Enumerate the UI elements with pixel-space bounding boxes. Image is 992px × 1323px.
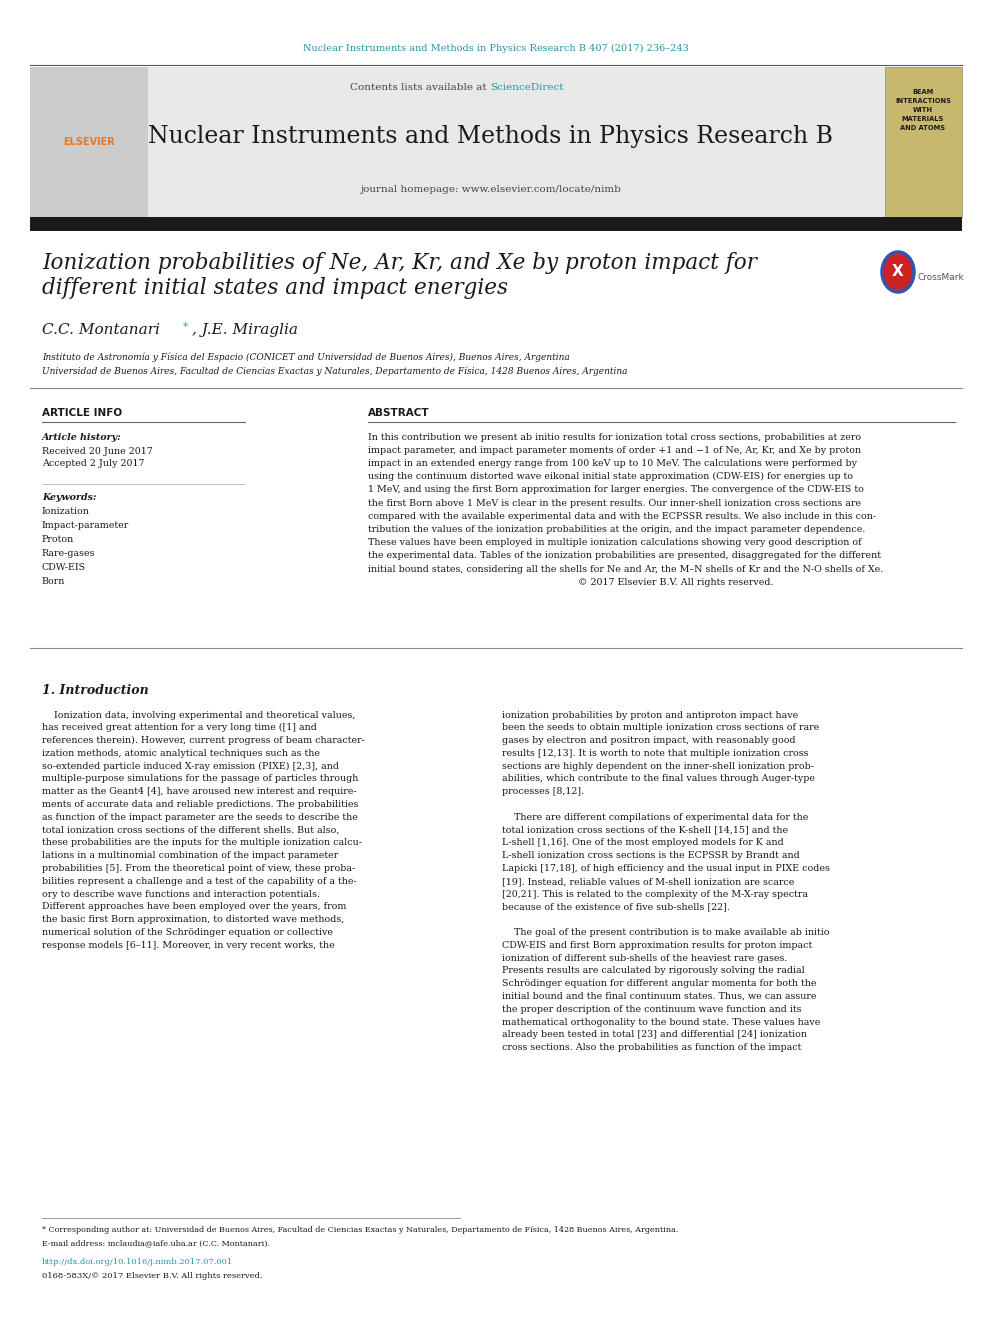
Text: Accepted 2 July 2017: Accepted 2 July 2017	[42, 459, 145, 468]
Text: 1. Introduction: 1. Introduction	[42, 684, 149, 696]
Text: Impact-parameter: Impact-parameter	[42, 521, 129, 531]
Text: http://dx.doi.org/10.1016/j.nimb.2017.07.001: http://dx.doi.org/10.1016/j.nimb.2017.07…	[42, 1258, 233, 1266]
Bar	[30, 67, 885, 217]
Text: ization methods, atomic analytical techniques such as the: ization methods, atomic analytical techn…	[42, 749, 320, 758]
Text: CrossMark: CrossMark	[918, 273, 965, 282]
Text: E-mail address: mclaudia@iafe.uba.ar (C.C. Montanari).: E-mail address: mclaudia@iafe.uba.ar (C.…	[42, 1240, 270, 1248]
Text: There are different compilations of experimental data for the: There are different compilations of expe…	[502, 812, 808, 822]
Text: 0168-583X/© 2017 Elsevier B.V. All rights reserved.: 0168-583X/© 2017 Elsevier B.V. All right…	[42, 1271, 263, 1279]
Text: as function of the impact parameter are the seeds to describe the: as function of the impact parameter are …	[42, 812, 358, 822]
Text: Universidad de Buenos Aires, Facultad de Ciencias Exactas y Naturales, Departame: Universidad de Buenos Aires, Facultad de…	[42, 366, 628, 376]
Text: [19]. Instead, reliable values of M-shell ionization are scarce: [19]. Instead, reliable values of M-shel…	[502, 877, 795, 886]
Text: results [12,13]. It is worth to note that multiple ionization cross: results [12,13]. It is worth to note tha…	[502, 749, 808, 758]
Text: has received great attention for a very long time ([1] and: has received great attention for a very …	[42, 724, 316, 733]
Text: different initial states and impact energies: different initial states and impact ener…	[42, 277, 508, 299]
Text: Nuclear Instruments and Methods in Physics Research B: Nuclear Instruments and Methods in Physi…	[148, 126, 832, 148]
Text: Proton: Proton	[42, 536, 74, 545]
Text: Presents results are calculated by rigorously solving the radial: Presents results are calculated by rigor…	[502, 967, 805, 975]
Text: ionization probabilities by proton and antiproton impact have: ionization probabilities by proton and a…	[502, 710, 799, 720]
Text: CDW-EIS: CDW-EIS	[42, 564, 86, 573]
Text: gases by electron and positron impact, with reasonably good: gases by electron and positron impact, w…	[502, 736, 796, 745]
Bar	[30, 67, 148, 217]
Text: ments of accurate data and reliable predictions. The probabilities: ments of accurate data and reliable pred…	[42, 800, 358, 810]
Text: Ionization probabilities of Ne, Ar, Kr, and Xe by proton impact for: Ionization probabilities of Ne, Ar, Kr, …	[42, 251, 757, 274]
Text: These values have been employed in multiple ionization calculations showing very: These values have been employed in multi…	[368, 538, 862, 548]
Text: numerical solution of the Schrödinger equation or collective: numerical solution of the Schrödinger eq…	[42, 929, 333, 937]
Text: BEAM
INTERACTIONS
WITH
MATERIALS
AND ATOMS: BEAM INTERACTIONS WITH MATERIALS AND ATO…	[895, 89, 951, 131]
Text: Born: Born	[42, 578, 65, 586]
Text: initial bound states, considering all the shells for Ne and Ar, the M–N shells o: initial bound states, considering all th…	[368, 565, 883, 573]
Text: journal homepage: www.elsevier.com/locate/nimb: journal homepage: www.elsevier.com/locat…	[359, 185, 620, 194]
Text: total ionization cross sections of the different shells. But also,: total ionization cross sections of the d…	[42, 826, 339, 835]
Text: compared with the available experimental data and with the ECPSSR results. We al: compared with the available experimental…	[368, 512, 876, 521]
Text: initial bound and the final continuum states. Thus, we can assure: initial bound and the final continuum st…	[502, 992, 816, 1002]
Text: Instituto de Astronomía y Física del Espacio (CONICET and Universidad de Buenos : Instituto de Astronomía y Física del Esp…	[42, 352, 569, 361]
Text: Contents lists available at: Contents lists available at	[350, 82, 490, 91]
Text: C.C. Montanari: C.C. Montanari	[42, 323, 160, 337]
Text: been the seeds to obtain multiple ionization cross sections of rare: been the seeds to obtain multiple ioniza…	[502, 724, 819, 733]
Text: Different approaches have been employed over the years, from: Different approaches have been employed …	[42, 902, 346, 912]
Text: Lapicki [17,18], of high efficiency and the usual input in PIXE codes: Lapicki [17,18], of high efficiency and …	[502, 864, 830, 873]
Text: processes [8,12].: processes [8,12].	[502, 787, 584, 796]
Text: ARTICLE INFO: ARTICLE INFO	[42, 407, 122, 418]
Text: sections are highly dependent on the inner-shell ionization prob-: sections are highly dependent on the inn…	[502, 762, 814, 771]
Text: using the continuum distorted wave eikonal initial state approximation (CDW-EIS): using the continuum distorted wave eikon…	[368, 472, 853, 482]
Bar	[30, 217, 962, 232]
Bar	[885, 67, 962, 217]
Text: Rare-gases: Rare-gases	[42, 549, 95, 558]
Text: * Corresponding author at: Universidad de Buenos Aires, Facultad de Ciencias Exa: * Corresponding author at: Universidad d…	[42, 1226, 679, 1234]
Text: Ionization: Ionization	[42, 508, 90, 516]
Text: [20,21]. This is related to the complexity of the M-X-ray spectra: [20,21]. This is related to the complexi…	[502, 889, 808, 898]
Text: 1 MeV, and using the first Born approximation for larger energies. The convergen: 1 MeV, and using the first Born approxim…	[368, 486, 864, 495]
Text: © 2017 Elsevier B.V. All rights reserved.: © 2017 Elsevier B.V. All rights reserved…	[368, 578, 774, 586]
Text: the experimental data. Tables of the ionization probabilities are presented, dis: the experimental data. Tables of the ion…	[368, 552, 881, 561]
Text: Keywords:: Keywords:	[42, 493, 96, 503]
Text: ScienceDirect: ScienceDirect	[490, 82, 563, 91]
Text: ABSTRACT: ABSTRACT	[368, 407, 430, 418]
Text: In this contribution we present ab initio results for ionization total cross sec: In this contribution we present ab initi…	[368, 433, 861, 442]
Text: ELSEVIER: ELSEVIER	[63, 138, 115, 147]
Text: these probabilities are the inputs for the multiple ionization calcu-: these probabilities are the inputs for t…	[42, 839, 362, 848]
Text: matter as the Geant4 [4], have aroused new interest and require-: matter as the Geant4 [4], have aroused n…	[42, 787, 357, 796]
Text: impact parameter, and impact parameter moments of order +1 and −1 of Ne, Ar, Kr,: impact parameter, and impact parameter m…	[368, 446, 861, 455]
Text: Ionization data, involving experimental and theoretical values,: Ionization data, involving experimental …	[42, 710, 355, 720]
Ellipse shape	[882, 251, 914, 292]
Text: L-shell ionization cross sections is the ECPSSR by Brandt and: L-shell ionization cross sections is the…	[502, 851, 800, 860]
Text: Received 20 June 2017: Received 20 June 2017	[42, 446, 153, 455]
Text: already been tested in total [23] and differential [24] ionization: already been tested in total [23] and di…	[502, 1031, 807, 1040]
Text: tribution the values of the ionization probabilities at the origin, and the impa: tribution the values of the ionization p…	[368, 525, 865, 534]
Text: so-extended particle induced X-ray emission (PIXE) [2,3], and: so-extended particle induced X-ray emiss…	[42, 762, 339, 771]
Text: probabilities [5]. From the theoretical point of view, these proba-: probabilities [5]. From the theoretical …	[42, 864, 355, 873]
Text: because of the existence of five sub-shells [22].: because of the existence of five sub-she…	[502, 902, 730, 912]
Text: *: *	[183, 321, 188, 332]
Text: cross sections. Also the probabilities as function of the impact: cross sections. Also the probabilities a…	[502, 1044, 802, 1052]
Text: total ionization cross sections of the K-shell [14,15] and the: total ionization cross sections of the K…	[502, 826, 788, 835]
Text: references therein). However, current progress of beam character-: references therein). However, current pr…	[42, 736, 365, 745]
Text: the first Born above 1 MeV is clear in the present results. Our inner-shell ioni: the first Born above 1 MeV is clear in t…	[368, 499, 861, 508]
Text: Schrödinger equation for different angular momenta for both the: Schrödinger equation for different angul…	[502, 979, 816, 988]
Text: L-shell [1,16]. One of the most employed models for K and: L-shell [1,16]. One of the most employed…	[502, 839, 784, 848]
Text: multiple-purpose simulations for the passage of particles through: multiple-purpose simulations for the pas…	[42, 774, 358, 783]
Text: bilities represent a challenge and a test of the capability of a the-: bilities represent a challenge and a tes…	[42, 877, 357, 886]
Text: impact in an extended energy range from 100 keV up to 10 MeV. The calculations w: impact in an extended energy range from …	[368, 459, 857, 468]
Text: Article history:: Article history:	[42, 433, 122, 442]
Text: response models [6–11]. Moreover, in very recent works, the: response models [6–11]. Moreover, in ver…	[42, 941, 334, 950]
Text: CDW-EIS and first Born approximation results for proton impact: CDW-EIS and first Born approximation res…	[502, 941, 812, 950]
Text: ory to describe wave functions and interaction potentials.: ory to describe wave functions and inter…	[42, 889, 320, 898]
Text: The goal of the present contribution is to make available ab initio: The goal of the present contribution is …	[502, 929, 829, 937]
Text: the proper description of the continuum wave function and its: the proper description of the continuum …	[502, 1005, 802, 1013]
Text: the basic first Born approximation, to distorted wave methods,: the basic first Born approximation, to d…	[42, 916, 344, 925]
Text: Nuclear Instruments and Methods in Physics Research B 407 (2017) 236–243: Nuclear Instruments and Methods in Physi…	[304, 44, 688, 53]
Text: ionization of different sub-shells of the heaviest rare gases.: ionization of different sub-shells of th…	[502, 954, 788, 963]
Text: mathematical orthogonality to the bound state. These values have: mathematical orthogonality to the bound …	[502, 1017, 820, 1027]
Text: , J.E. Miraglia: , J.E. Miraglia	[192, 323, 298, 337]
Text: lations in a multinomial combination of the impact parameter: lations in a multinomial combination of …	[42, 851, 338, 860]
Text: X: X	[892, 265, 904, 279]
Text: abilities, which contribute to the final values through Auger-type: abilities, which contribute to the final…	[502, 774, 815, 783]
